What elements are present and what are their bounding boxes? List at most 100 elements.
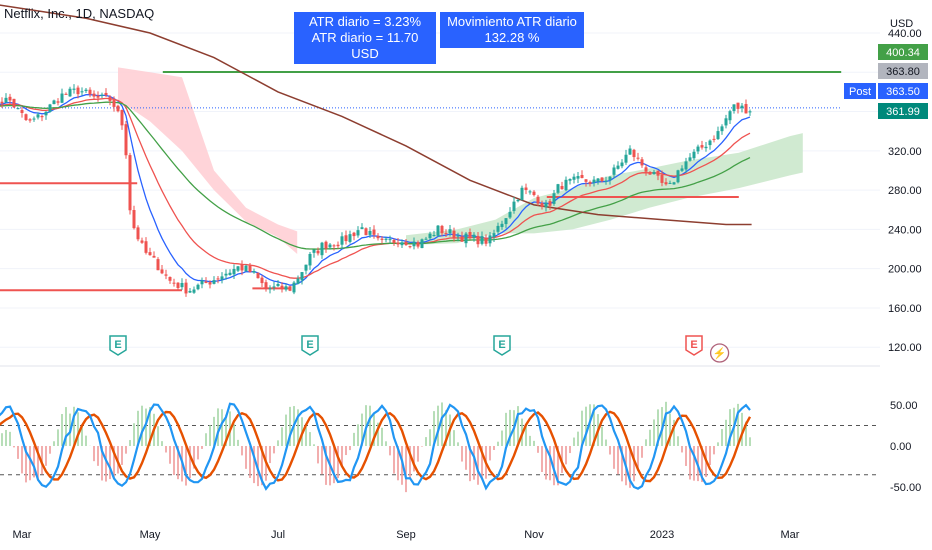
candle-body [604, 180, 608, 182]
candle-body [396, 242, 400, 245]
candle-body [740, 105, 744, 109]
candle [336, 241, 340, 249]
candle [276, 280, 280, 287]
candle [300, 272, 304, 285]
candle [488, 231, 492, 247]
candle-body [232, 268, 236, 275]
price-tick-label: 160.00 [888, 303, 922, 315]
candle [372, 225, 376, 239]
candle [416, 240, 420, 249]
candle-body [664, 182, 668, 185]
candle-body [372, 229, 376, 235]
candle-body [268, 288, 272, 290]
gray-level-tag: 363.80 [886, 66, 920, 78]
candle [380, 236, 384, 244]
candle-body [552, 193, 556, 204]
candle [8, 93, 12, 104]
candle [720, 124, 724, 135]
candle [748, 109, 752, 116]
candle-body [612, 167, 616, 175]
candle-body [184, 282, 188, 294]
osc-fast-line [0, 402, 751, 491]
candle [452, 227, 456, 242]
candle [176, 282, 180, 290]
candle-body [528, 191, 532, 193]
candle [708, 139, 712, 150]
candle-body [568, 179, 572, 181]
candle [436, 225, 440, 237]
candle [356, 226, 360, 238]
candle [660, 170, 664, 187]
candle-body [724, 118, 728, 126]
candle-body [88, 89, 92, 95]
candle [32, 116, 36, 122]
candle [716, 126, 720, 140]
candle [292, 280, 296, 295]
candle-body [456, 235, 460, 237]
candle [484, 234, 488, 247]
candle [332, 244, 336, 251]
candle [196, 283, 200, 291]
earnings-icon[interactable]: E [301, 335, 319, 356]
candle-body [156, 259, 160, 271]
candle [96, 91, 100, 102]
earnings-label: E [690, 339, 697, 351]
time-tick-label: Sep [396, 529, 416, 541]
candle-body [464, 233, 468, 244]
candle [192, 286, 196, 294]
earnings-icon[interactable]: E [685, 335, 703, 356]
dividend-circle [709, 343, 730, 363]
candle-body [160, 269, 164, 274]
candle-body [292, 282, 296, 293]
atr-percent: ATR diario = 3.23% [308, 14, 422, 29]
candle [4, 93, 8, 103]
candle [544, 199, 548, 212]
candle-body [172, 282, 176, 284]
candle-body [696, 146, 700, 152]
candle [36, 112, 40, 120]
candle-body [76, 87, 80, 95]
candle [24, 113, 28, 121]
candle-body [596, 178, 600, 182]
event-markers[interactable]: E E E E ⚡ [109, 335, 730, 363]
candle-body [476, 235, 480, 245]
atr-info-box: ATR diario = 3.23% ATR diario = 11.70 US… [294, 12, 436, 64]
candle [572, 173, 576, 184]
candle [472, 232, 476, 242]
candle-body [460, 236, 464, 242]
candle [328, 242, 332, 250]
earnings-icon[interactable]: E [109, 335, 127, 356]
candle-body [252, 271, 256, 273]
time-axis[interactable]: Mar May Jul Sep Nov 2023 Mar [13, 529, 800, 541]
candle-body [384, 238, 388, 240]
candle-body [556, 184, 560, 193]
candle [388, 235, 392, 244]
candle [136, 225, 140, 242]
earnings-icon[interactable]: E [493, 335, 511, 356]
last-price-tag-bg [878, 103, 928, 119]
candle-body [516, 199, 520, 202]
candle-body [588, 181, 592, 184]
candle-body [428, 233, 432, 239]
oscillator-pane [0, 401, 880, 493]
osc-tick-label: 0.00 [890, 441, 911, 453]
candle [528, 189, 532, 195]
candle [616, 161, 620, 170]
candle [424, 236, 428, 240]
candle-body [260, 277, 264, 284]
candle [652, 169, 656, 175]
candle [200, 277, 204, 289]
candle [344, 230, 348, 245]
candle [448, 224, 452, 237]
atr-move-label: Movimiento ATR diario [447, 14, 577, 29]
candle-body [416, 242, 420, 247]
dividend-icon[interactable]: ⚡ [709, 343, 730, 363]
ma-slow [0, 101, 751, 250]
candle-body [192, 289, 196, 293]
candle-body [20, 110, 24, 113]
candle-body [728, 111, 732, 121]
candle [628, 145, 632, 156]
candle-body [104, 92, 108, 96]
